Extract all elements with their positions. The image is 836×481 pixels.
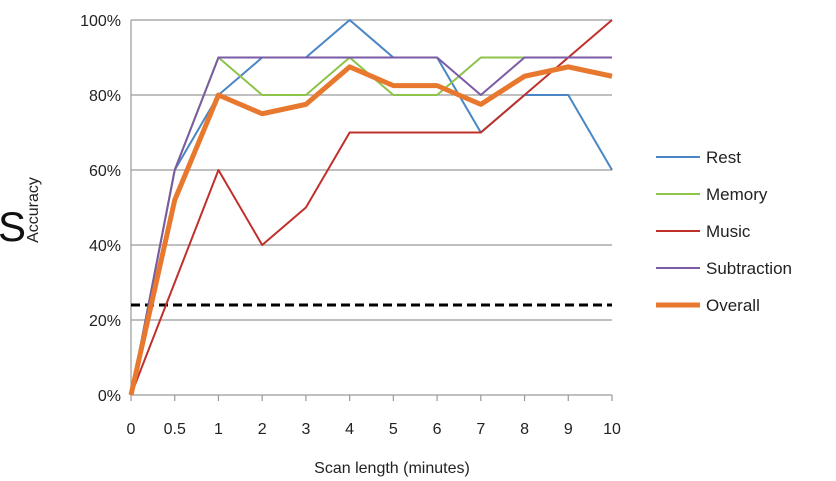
legend-label: Overall <box>706 296 760 315</box>
legend-label: Rest <box>706 148 741 167</box>
stray-letter: S <box>0 203 27 250</box>
x-tick-label: 2 <box>258 421 267 438</box>
y-tick-label: 100% <box>80 13 121 30</box>
gridlines <box>130 19 612 396</box>
series-line-overall <box>128 64 613 396</box>
legend-label: Music <box>706 222 751 241</box>
legend: Rest Memory Music Subtraction Overall <box>656 148 792 315</box>
x-tick-label: 5 <box>389 421 398 438</box>
x-tick-label: 1 <box>214 421 223 438</box>
x-axis-ticks: 0 0.5 1 2 3 4 5 6 7 8 9 10 <box>127 395 621 438</box>
series-lines <box>128 19 613 396</box>
y-tick-label: 0% <box>98 388 121 405</box>
series-line-memory <box>130 56 612 396</box>
x-tick-label: 3 <box>301 421 310 438</box>
x-tick-label: 4 <box>345 421 354 438</box>
y-axis-ticks: 0% 20% 40% 60% 80% 100% <box>80 13 121 405</box>
x-tick-label: 7 <box>476 421 485 438</box>
y-axis-label: Accuracy <box>25 177 42 243</box>
x-tick-label: 0.5 <box>164 421 186 438</box>
x-tick-label: 10 <box>603 421 621 438</box>
legend-label: Memory <box>706 185 768 204</box>
legend-label: Subtraction <box>706 259 792 278</box>
y-tick-label: 80% <box>89 88 121 105</box>
y-tick-label: 40% <box>89 238 121 255</box>
y-tick-label: 60% <box>89 163 121 180</box>
y-tick-label: 20% <box>89 313 121 330</box>
x-tick-label: 8 <box>520 421 529 438</box>
series-line-music <box>130 19 613 396</box>
x-tick-label: 0 <box>127 421 136 438</box>
x-tick-label: 9 <box>564 421 573 438</box>
series-line-subtraction <box>130 56 612 396</box>
x-axis-label: Scan length (minutes) <box>314 460 470 477</box>
x-tick-label: 6 <box>433 421 442 438</box>
